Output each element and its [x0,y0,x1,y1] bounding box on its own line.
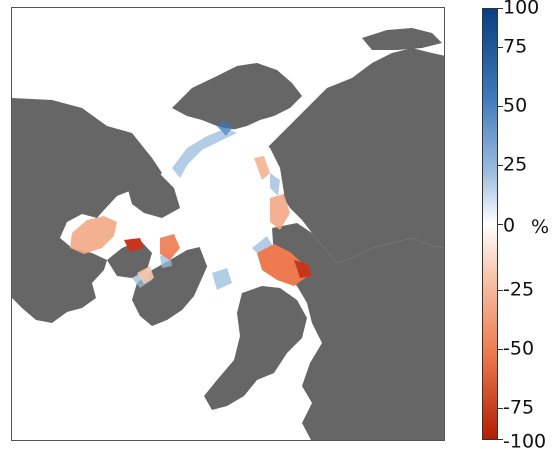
colorbar-tick [498,224,503,225]
colorbar-unit: % [531,216,550,238]
colorbar-label: 0 [503,214,516,237]
land-north-islands [362,28,442,50]
colorbar-tick [498,8,503,9]
land-greenland [132,246,210,326]
colorbar-label: 75 [503,35,528,58]
land-europe [204,286,307,410]
colorbar-tick [498,106,503,107]
colorbar-tick [498,408,503,409]
sea-ice-decrease [70,156,312,286]
colorbar-tick [498,349,503,350]
colorbar-tick [498,439,503,440]
land-baffin [107,240,152,278]
colorbar-tick [498,290,503,291]
map-canvas [12,28,444,440]
land-siberia [242,48,444,263]
colorbar-label: -25 [503,278,535,301]
colorbar-label: 50 [503,94,528,117]
land-masses [12,28,444,440]
colorbar-label: 25 [503,153,528,176]
colorbar-label: -100 [503,430,547,453]
land-north-america [12,98,162,323]
land-eurasia [272,223,444,440]
colorbar-label: -75 [503,396,535,419]
colorbar-label: 100 [503,0,540,19]
colorbar-label: -50 [503,337,535,360]
colorbar-tick [498,165,503,166]
colorbar-tick [498,47,503,48]
land-chukotka [172,63,302,130]
colorbar [482,8,498,440]
arctic-map [11,7,445,441]
